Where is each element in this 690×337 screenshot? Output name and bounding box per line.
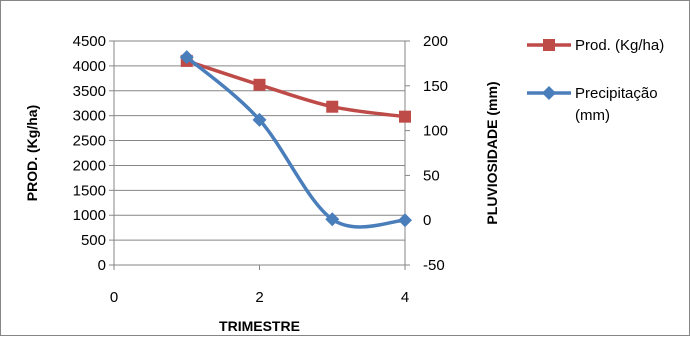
x-tick-label: 0 <box>110 289 118 306</box>
data-point <box>398 213 412 228</box>
y-tick-label: 1000 <box>73 207 106 224</box>
y-tick-label: 4500 <box>73 33 106 50</box>
legend-marker <box>542 86 556 100</box>
series-line <box>186 59 406 119</box>
legend-label: Prod. (Kg/ha) <box>575 37 664 54</box>
y2-tick-label: 200 <box>423 33 448 50</box>
data-point <box>179 50 194 65</box>
legend-item: Precipitação (mm) <box>527 85 658 124</box>
y-tick-label: 2500 <box>73 133 106 150</box>
y-tick-label: 3000 <box>73 108 106 125</box>
legend: Prod. (Kg/ha) Precipitação (mm) <box>527 37 664 124</box>
y2-tick-label: -50 <box>423 257 445 274</box>
y2-tick-label: 100 <box>423 123 448 140</box>
series-line <box>185 55 406 229</box>
y-tick-label: 0 <box>98 257 106 274</box>
y-axis-title-right: PLUVIOSIDADE (mm) <box>484 81 500 224</box>
x-tick-label: 2 <box>255 289 263 306</box>
x-axis-title: TRIMESTRE <box>219 318 300 334</box>
series-1 <box>180 54 411 123</box>
data-point <box>252 112 267 127</box>
y-tick-label: 500 <box>81 232 106 249</box>
y2-tick-label: 0 <box>423 212 431 229</box>
y-tick-label: 2000 <box>73 157 106 174</box>
legend-item: Prod. (Kg/ha) <box>527 37 664 54</box>
x-tick-label: 4 <box>401 289 409 306</box>
y-tick-label: 1500 <box>73 182 106 199</box>
gridlines <box>114 40 405 266</box>
y2-tick-label: 50 <box>423 167 440 184</box>
data-point <box>326 100 339 113</box>
legend-marker <box>543 39 555 51</box>
axes: 050010001500200025003000350040004500-500… <box>73 33 448 306</box>
series-2 <box>179 50 412 229</box>
data-point <box>399 110 411 123</box>
series-layer <box>179 50 412 229</box>
y-axis-title-left: PROD. (Kg/ha) <box>24 105 40 201</box>
y-tick-label: 4000 <box>73 58 106 75</box>
y2-tick-label: 150 <box>423 78 448 95</box>
y-tick-label: 3500 <box>73 83 106 100</box>
legend-label: Precipitação (mm) <box>575 85 658 124</box>
data-point <box>325 212 340 227</box>
data-point <box>253 78 266 91</box>
